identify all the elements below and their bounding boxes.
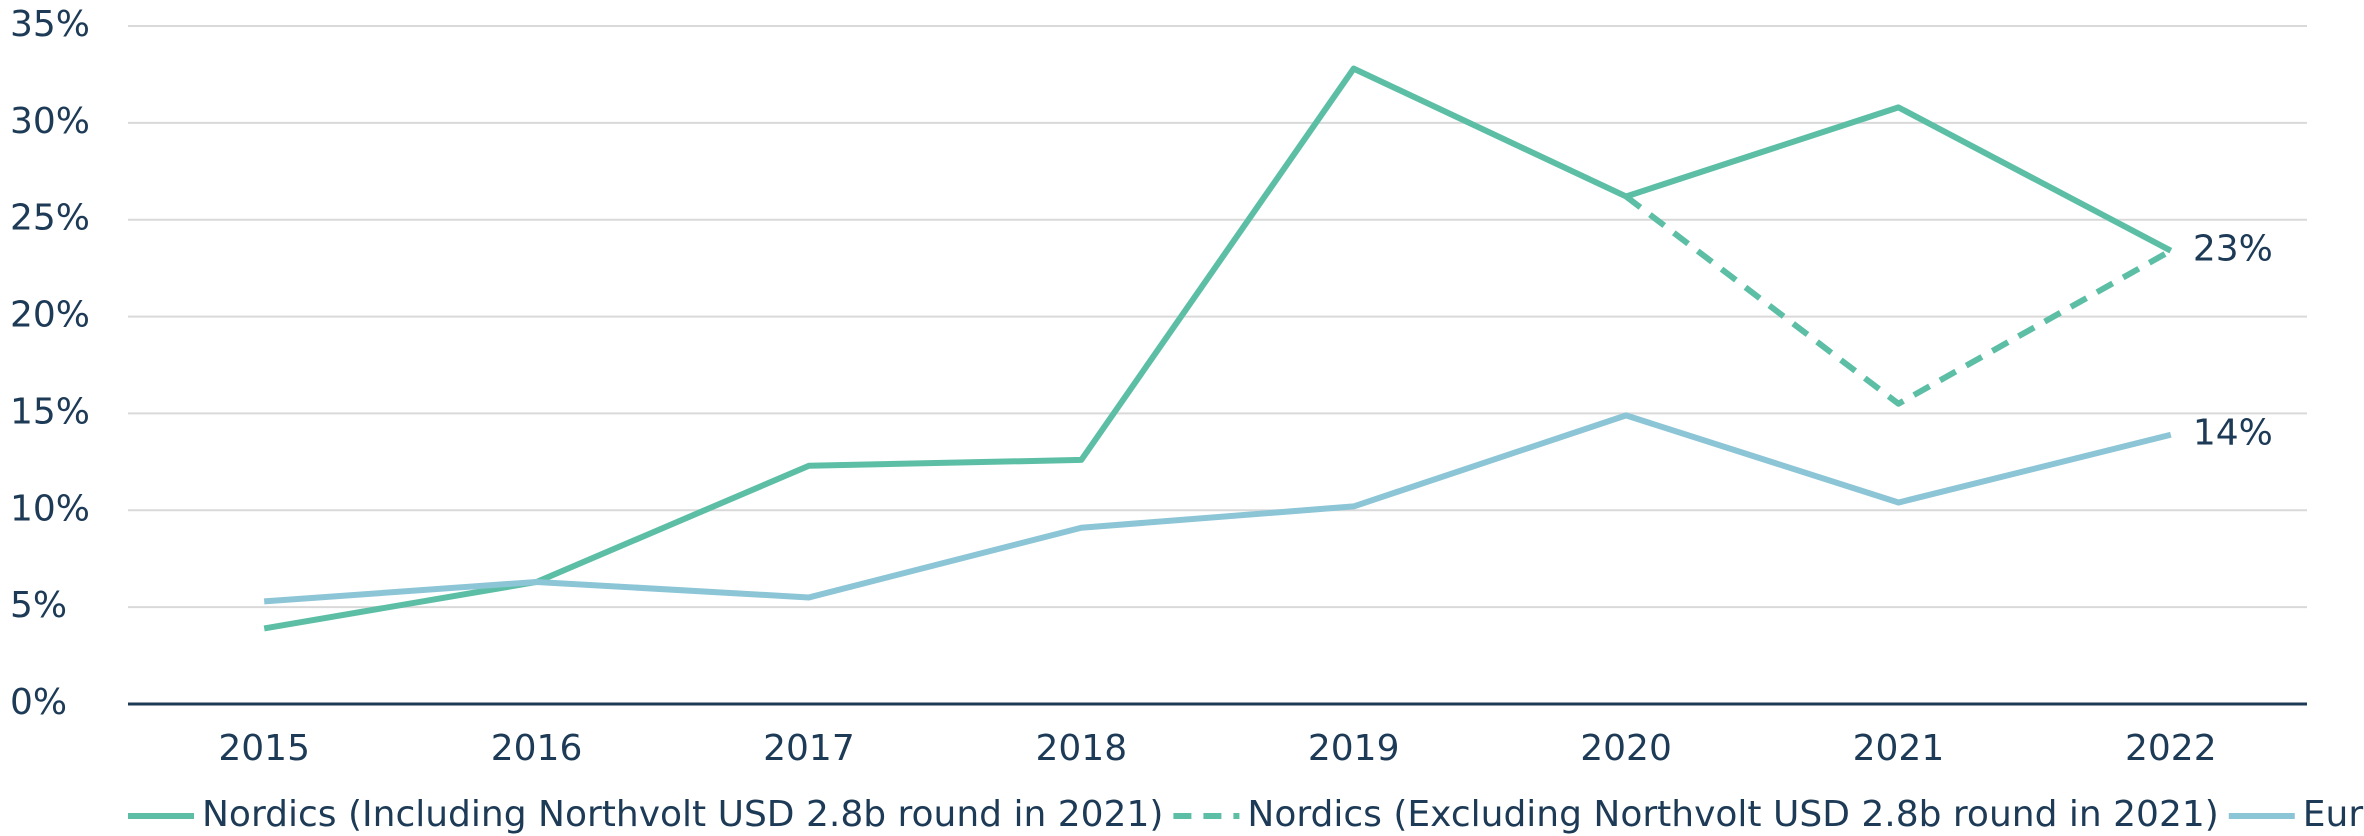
series-line (263, 65, 2173, 632)
y-tick-label: 20% (10, 295, 90, 336)
x-tick-label: 2018 (1036, 728, 1128, 769)
x-tick-label: 2017 (763, 728, 855, 769)
x-tick-label: 2015 (218, 728, 310, 769)
y-tick-label: 0% (10, 682, 67, 723)
y-tick-label: 15% (10, 391, 90, 432)
legend-label: Nordics (Excluding Northvolt USD 2.8b ro… (1247, 794, 2218, 835)
legend-label: Nordics (Including Northvolt USD 2.8b ro… (202, 794, 1163, 835)
x-tick-label: 2021 (1853, 728, 1945, 769)
series-line (263, 412, 2172, 605)
data-label: 14% (2193, 413, 2273, 454)
y-tick-label: 5% (10, 585, 67, 626)
x-tick-label: 2019 (1308, 728, 1400, 769)
x-tick-label: 2020 (1580, 728, 1672, 769)
y-tick-label: 30% (10, 101, 90, 142)
data-label: 23% (2193, 229, 2273, 270)
y-tick-label: 10% (10, 488, 90, 529)
x-tick-label: 2022 (2125, 728, 2217, 769)
y-tick-label: 25% (10, 198, 90, 239)
series-line (1624, 194, 2173, 407)
y-tick-label: 35% (10, 4, 90, 45)
x-tick-label: 2016 (491, 728, 583, 769)
legend-label: Europe (2303, 794, 2364, 835)
